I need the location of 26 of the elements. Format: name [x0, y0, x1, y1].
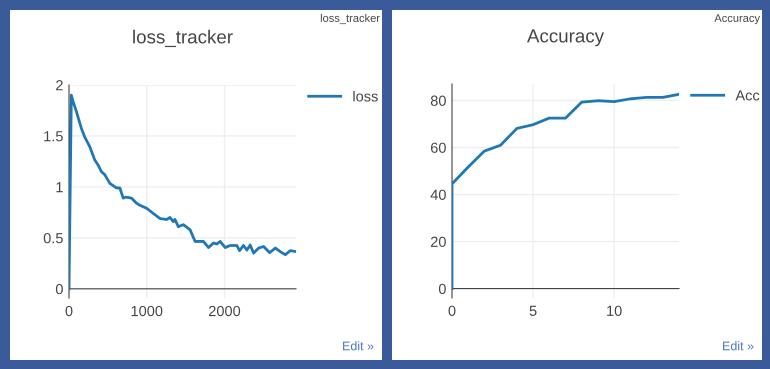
chart-title: Accuracy: [526, 29, 604, 46]
x-tick-label: 2000: [208, 306, 240, 316]
x-tick-label: 1000: [132, 306, 162, 316]
text: Edit »: [343, 341, 374, 350]
line-series: [452, 92, 679, 290]
y-tick-label: 80: [430, 96, 446, 106]
y-tick-label: 40: [430, 190, 446, 200]
y-tick-label: 20: [430, 236, 446, 247]
legend-label: loss: [353, 90, 378, 102]
y-tick-label: 1: [56, 182, 63, 192]
y-tick-label: 0: [438, 284, 446, 294]
line-series: [69, 94, 296, 290]
legend-label: Acc: [735, 90, 760, 101]
y-tick-label: 1.5: [44, 131, 63, 142]
x-tick-label: 5: [530, 306, 537, 316]
chart-title: loss_tracker: [133, 30, 233, 48]
y-tick-label: 60: [430, 142, 446, 153]
x-tick-label: 10: [607, 306, 622, 316]
text: Edit »: [723, 341, 754, 350]
y-tick-label: 0: [56, 284, 63, 294]
text: Accuracy: [714, 14, 760, 24]
y-tick-label: 0.5: [44, 232, 63, 244]
text: loss_tracker: [320, 14, 380, 24]
x-tick-label: 0: [66, 306, 72, 316]
x-tick-label: 0: [448, 306, 456, 316]
y-tick-label: 2: [56, 80, 63, 90]
